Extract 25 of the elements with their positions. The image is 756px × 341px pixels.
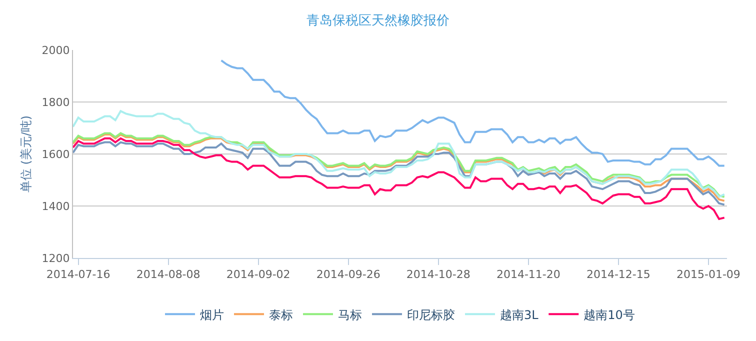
x-tick-label: 2014-11-20 [496, 268, 560, 282]
legend-label: 泰标 [269, 308, 293, 322]
y-tick-label: 1600 [42, 148, 70, 161]
legend-label: 烟片 [200, 308, 224, 322]
x-tick-label: 2014-09-26 [316, 268, 380, 282]
x-tick-label: 2014-08-08 [136, 268, 200, 282]
line-series [220, 59, 726, 167]
legend-label: 越南3L [500, 308, 539, 322]
x-tick-label: 2014-10-28 [406, 268, 470, 282]
y-tick-label: 1800 [42, 96, 70, 109]
x-tick-label: 2015-01-09 [676, 268, 740, 282]
y-axis-title: 单位 (美元/吨) [19, 115, 34, 193]
legend-label: 印尼标胶 [407, 308, 455, 322]
legend-label: 越南10号 [584, 308, 635, 322]
chart-title: 青岛保税区天然橡胶报价 [306, 13, 450, 28]
line-series [73, 141, 726, 206]
line-series [73, 110, 726, 198]
line-series [73, 137, 726, 220]
y-tick-label: 1200 [42, 252, 70, 265]
y-tick-label: 1400 [42, 200, 70, 213]
x-tick-label: 2014-12-15 [586, 268, 650, 282]
y-tick-label: 2000 [42, 44, 70, 57]
x-tick-label: 2014-07-16 [46, 268, 110, 282]
x-tick-label: 2014-09-02 [226, 268, 290, 282]
legend-label: 马标 [338, 308, 362, 322]
